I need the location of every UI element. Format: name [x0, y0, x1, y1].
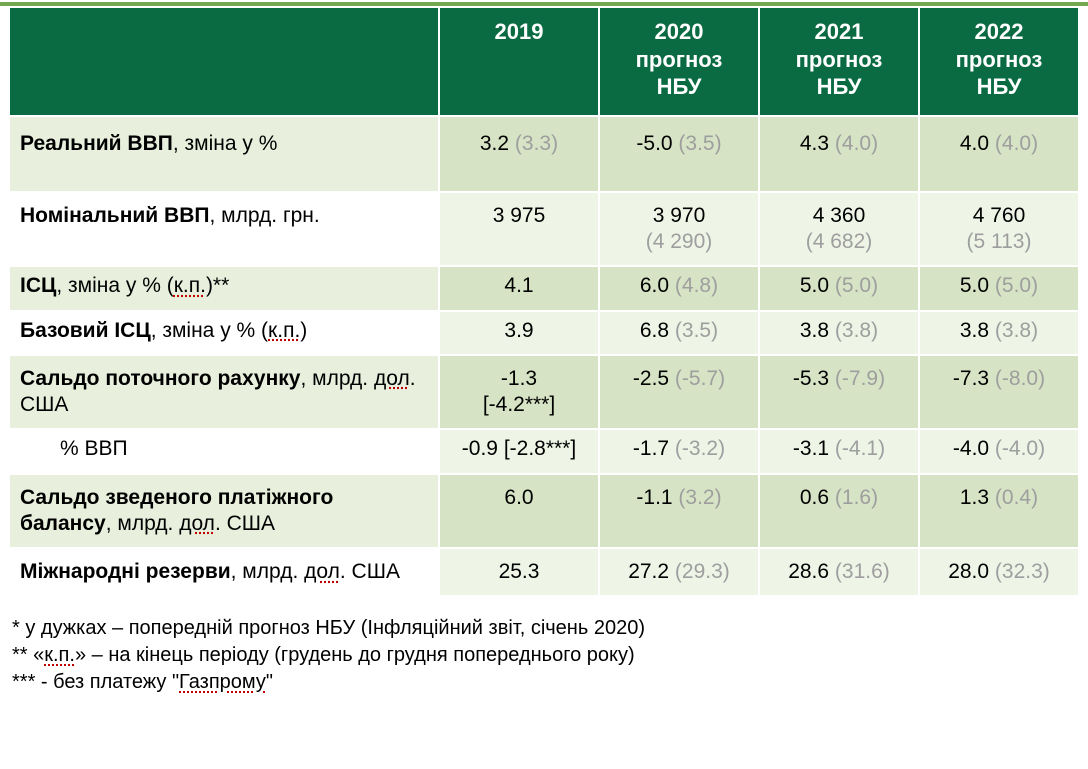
table-row: % ВВП -0.9 [-2.8***] -1.7 (-3.2) -3.1 (-… [9, 429, 1079, 473]
cell: 3.8 (3.8) [919, 311, 1079, 355]
cell: 6.0 [439, 474, 599, 549]
cell: 28.6 (31.6) [759, 548, 919, 596]
cell: 3 970(4 290) [599, 192, 759, 267]
row-label-current-account-gdp: % ВВП [9, 429, 439, 473]
row-label-cpi: ІСЦ, зміна у % (к.п.)** [9, 266, 439, 310]
cell: -3.1 (-4.1) [759, 429, 919, 473]
footnote-2: ** «к.п.» – на кінець періоду (грудень д… [12, 642, 1076, 669]
cell: 25.3 [439, 548, 599, 596]
cell: 4.3 (4.0) [759, 116, 919, 192]
row-label-current-account: Сальдо поточного рахунку, млрд. дол. США [9, 355, 439, 430]
table-row: Базовий ІСЦ, зміна у % (к.п.) 3.9 6.8 (3… [9, 311, 1079, 355]
table-row: Сальдо поточного рахунку, млрд. дол. США… [9, 355, 1079, 430]
header-2022: 2022 прогноз НБУ [919, 7, 1079, 116]
cell: 4 360(4 682) [759, 192, 919, 267]
cell: 5.0 (5.0) [919, 266, 1079, 310]
footnotes: * у дужках – попередній прогноз НБУ (Інф… [12, 615, 1076, 696]
cell: 5.0 (5.0) [759, 266, 919, 310]
row-label-bop: Сальдо зведеного платіжного балансу, млр… [9, 474, 439, 549]
cell: 4.1 [439, 266, 599, 310]
cell: 27.2 (29.3) [599, 548, 759, 596]
footnote-3: *** - без платежу "Газпрому" [12, 669, 1076, 696]
cell: -5.3 (-7.9) [759, 355, 919, 430]
footnote-1: * у дужках – попередній прогноз НБУ (Інф… [12, 615, 1076, 642]
cell: 1.3 (0.4) [919, 474, 1079, 549]
cell: -5.0 (3.5) [599, 116, 759, 192]
cell: 3.9 [439, 311, 599, 355]
table-header-row: 2019 2020 прогноз НБУ 2021 прогноз НБУ 2… [9, 7, 1079, 116]
cell: 6.8 (3.5) [599, 311, 759, 355]
cell: -1.1 (3.2) [599, 474, 759, 549]
table-row: ІСЦ, зміна у % (к.п.)** 4.1 6.0 (4.8) 5.… [9, 266, 1079, 310]
cell: 0.6 (1.6) [759, 474, 919, 549]
table-row: Міжнародні резерви, млрд. дол. США 25.3 … [9, 548, 1079, 596]
header-2020: 2020 прогноз НБУ [599, 7, 759, 116]
header-2019: 2019 [439, 7, 599, 116]
cell: -7.3 (-8.0) [919, 355, 1079, 430]
header-blank [9, 7, 439, 116]
cell: 28.0 (32.3) [919, 548, 1079, 596]
cell: 6.0 (4.8) [599, 266, 759, 310]
cell: 3.8 (3.8) [759, 311, 919, 355]
row-label-nominal-gdp: Номінальний ВВП, млрд. грн. [9, 192, 439, 267]
cell: -4.0 (-4.0) [919, 429, 1079, 473]
table-row: Сальдо зведеного платіжного балансу, млр… [9, 474, 1079, 549]
cell: 4.0 (4.0) [919, 116, 1079, 192]
cell: -2.5 (-5.7) [599, 355, 759, 430]
table-row: Номінальний ВВП, млрд. грн. 3 975 3 970(… [9, 192, 1079, 267]
table-row: Реальний ВВП, зміна у % 3.2 (3.3) -5.0 (… [9, 116, 1079, 192]
row-label-core-cpi: Базовий ІСЦ, зміна у % (к.п.) [9, 311, 439, 355]
row-label-reserves: Міжнародні резерви, млрд. дол. США [9, 548, 439, 596]
cell: -1.7 (-3.2) [599, 429, 759, 473]
cell: -0.9 [-2.8***] [439, 429, 599, 473]
header-2021: 2021 прогноз НБУ [759, 7, 919, 116]
cell: 4 760(5 113) [919, 192, 1079, 267]
cell: 3 975 [439, 192, 599, 267]
cell: -1.3[-4.2***] [439, 355, 599, 430]
row-label-real-gdp: Реальний ВВП, зміна у % [9, 116, 439, 192]
cell: 3.2 (3.3) [439, 116, 599, 192]
forecast-table: 2019 2020 прогноз НБУ 2021 прогноз НБУ 2… [8, 6, 1080, 597]
